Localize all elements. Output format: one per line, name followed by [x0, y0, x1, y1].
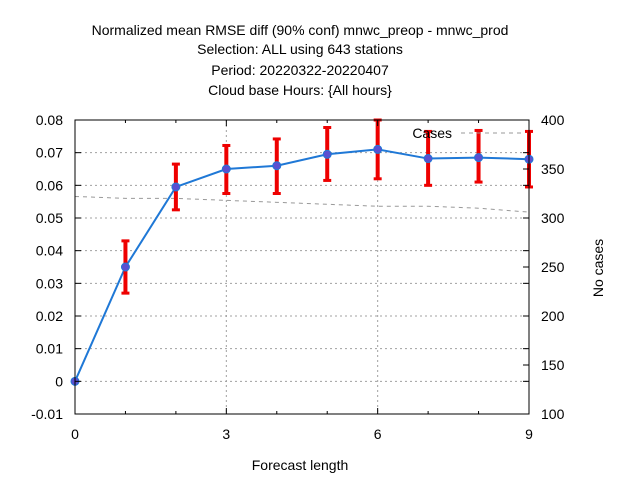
x-tick-label: 0 — [71, 426, 79, 442]
title-line-4: Cloud base Hours: {All hours} — [208, 82, 392, 98]
data-point — [474, 153, 484, 163]
y-tick-label: 0.04 — [36, 243, 63, 259]
y-tick-label: 0.06 — [36, 177, 63, 193]
y-tick-label: 0.02 — [36, 308, 63, 324]
data-point — [171, 182, 181, 192]
y2-tick-label: 400 — [541, 112, 565, 128]
plot-series — [70, 118, 534, 386]
data-point — [373, 144, 383, 154]
y-tick-label: 0 — [55, 373, 63, 389]
y-tick-label: 0.08 — [36, 112, 63, 128]
title-line-3: Period: 20220322-20220407 — [211, 62, 389, 78]
data-point — [120, 262, 130, 272]
legend-label-cases: Cases — [412, 125, 452, 141]
x-tick-label: 6 — [374, 426, 382, 442]
y2-tick-label: 150 — [541, 357, 565, 373]
x-axis-label: Forecast length — [252, 457, 349, 473]
y2-tick-label: 250 — [541, 259, 565, 275]
y2-tick-label: 200 — [541, 308, 565, 324]
y-tick-label: 0.01 — [36, 341, 63, 357]
y-tick-label: -0.01 — [31, 406, 63, 422]
title-line-2: Selection: ALL using 643 stations — [197, 41, 403, 57]
y2-axis-label: No cases — [590, 239, 606, 297]
title-line-1: Normalized mean RMSE diff (90% conf) mnw… — [92, 22, 509, 38]
y-tick-label: 0.03 — [36, 275, 63, 291]
x-tick-label: 9 — [525, 426, 533, 442]
y2-tick-label: 100 — [541, 406, 565, 422]
data-point — [322, 149, 332, 159]
x-tick-label: 3 — [222, 426, 230, 442]
y-tick-label: 0.07 — [36, 145, 63, 161]
data-point — [423, 154, 433, 164]
plot-frame — [74, 119, 530, 415]
y2-tick-label: 350 — [541, 161, 565, 177]
grid — [75, 120, 529, 414]
y-tick-label: 0.05 — [36, 210, 63, 226]
legend: Cases — [412, 125, 521, 141]
axis-ticks: -0.01 0 0.01 0.02 0.03 0.04 0.05 0.06 0.07 0.08 0 3… — [31, 112, 564, 442]
y2-tick-label: 300 — [541, 210, 565, 226]
series-line-cases — [74, 195, 530, 213]
data-point — [272, 161, 282, 171]
series-line-rmse-diff — [74, 148, 530, 382]
data-point — [221, 164, 231, 174]
chart-title: Normalized mean RMSE diff (90% conf) mnw… — [92, 22, 509, 98]
